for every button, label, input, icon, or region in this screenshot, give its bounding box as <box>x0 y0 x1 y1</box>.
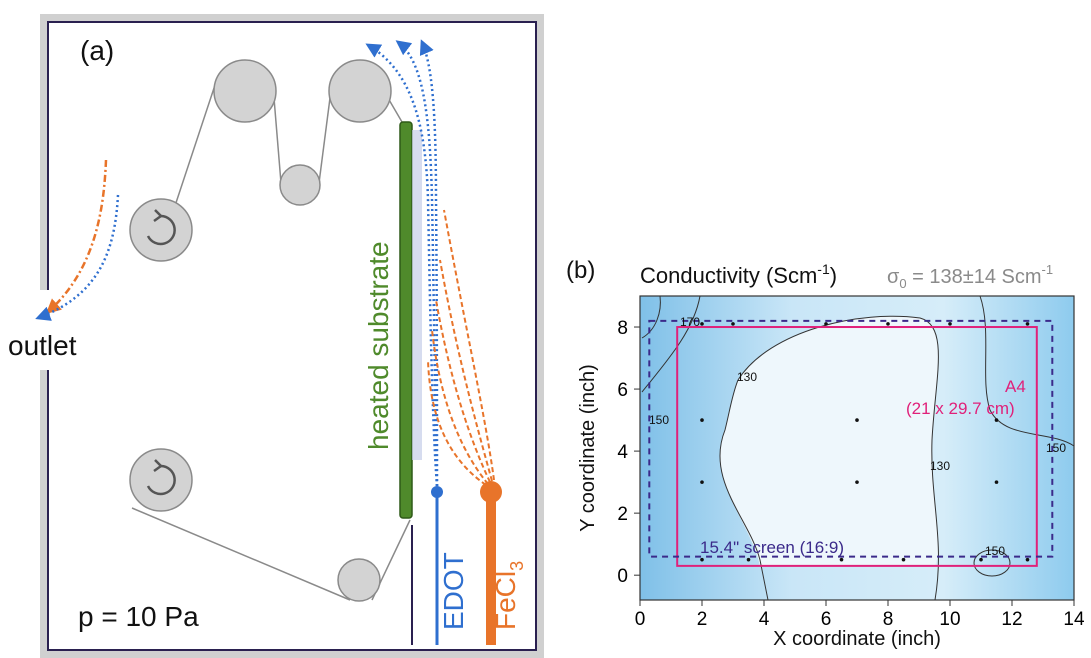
rotation-icons <box>146 209 176 496</box>
contour-line <box>737 315 939 601</box>
x-tick-label: 8 <box>883 609 894 630</box>
heated-substrate-bar <box>399 121 413 519</box>
contour-line <box>641 295 701 393</box>
measurement-point <box>1025 557 1030 562</box>
fecl3-flow <box>427 209 495 486</box>
contour-lines <box>641 295 1075 601</box>
contour-label: 150 <box>649 413 669 427</box>
deposition-zone <box>412 130 422 460</box>
y-axis: 0 2 4 6 8 <box>617 318 640 587</box>
a4-label: A4 <box>1005 377 1026 396</box>
outlet-label: outlet <box>8 330 77 361</box>
measurement-point <box>901 557 906 562</box>
y-tick-label: 4 <box>617 442 628 463</box>
edot-inlet-nozzle <box>431 486 443 498</box>
x-tick-label: 6 <box>821 609 832 630</box>
fecl3-inlet-nozzle <box>480 481 502 503</box>
pressure-label: p = 10 Pa <box>78 601 199 632</box>
measurement-point <box>1025 322 1030 326</box>
outlet-flow-fecl3 <box>45 159 108 315</box>
x-tick-label: 4 <box>759 609 770 630</box>
chamber-frame <box>40 14 544 658</box>
contour-line <box>979 295 1075 447</box>
roller-top-left <box>213 59 277 123</box>
panel-a: (a) outlet heated substrate p = 10 Pa ED… <box>8 14 544 658</box>
fecl3-label: FeCl3 <box>490 561 527 630</box>
outlet-flow-edot <box>35 194 120 321</box>
measurement-point <box>979 557 983 562</box>
chart-title: Conductivity (Scm-1) <box>640 261 837 288</box>
roller-middle <box>279 164 321 206</box>
contour-label: 130 <box>737 370 757 384</box>
x-tick-label: 10 <box>939 609 960 630</box>
measurement-point <box>700 557 704 562</box>
contour-line <box>641 295 661 339</box>
measurement-point <box>824 322 828 326</box>
measurement-point <box>855 418 859 422</box>
y-tick-label: 8 <box>617 318 628 339</box>
y-tick-label: 0 <box>617 566 628 587</box>
y-tick-label: 6 <box>617 380 628 401</box>
contour-region-130 <box>719 316 939 566</box>
contour-labels: 170 130 150 130 150 150 <box>649 315 1066 558</box>
measurement-point <box>839 557 844 562</box>
measurement-point <box>994 480 999 484</box>
contour-label: 170 <box>680 315 700 329</box>
roller-supply <box>129 198 193 262</box>
sigma-annotation: σ0 = 138±14 Scm-1 <box>887 262 1053 291</box>
measurement-point <box>700 322 704 326</box>
a4-rectangle <box>676 326 1038 567</box>
heated-substrate-label: heated substrate <box>363 241 394 450</box>
measurement-point <box>746 557 751 562</box>
y-tick-label: 2 <box>617 504 628 525</box>
panel-a-label: (a) <box>80 35 114 66</box>
roller-bottom <box>337 558 381 602</box>
x-tick-label: 0 <box>635 609 646 630</box>
screen-label: 15.4" screen (16:9) <box>700 538 844 557</box>
x-tick-label: 12 <box>1001 609 1022 630</box>
measurement-point <box>731 322 735 326</box>
x-tick-label: 14 <box>1063 609 1085 630</box>
contour-label: 130 <box>930 459 950 473</box>
rollers <box>129 59 392 602</box>
panel-b: (b) Conductivity (Scm-1) σ0 = 138±14 Scm… <box>566 257 1085 650</box>
x-axis: 0 2 4 6 8 10 12 14 <box>635 600 1085 630</box>
contour-line <box>719 379 769 601</box>
measurement-point <box>994 418 999 422</box>
measurement-point <box>855 480 859 484</box>
measurement-points <box>700 322 1030 562</box>
a4-size-label: (21 x 29.7 cm) <box>906 399 1015 418</box>
measurement-point <box>700 418 704 422</box>
edot-flow <box>365 39 439 487</box>
roller-takeup <box>129 448 193 512</box>
panel-b-label: (b) <box>566 257 595 284</box>
edot-label: EDOT <box>438 552 469 630</box>
contour-line <box>973 549 1011 577</box>
fecl3-inlet-tube <box>486 500 496 645</box>
contour-label: 150 <box>985 544 1005 558</box>
rotate-icon <box>146 464 176 496</box>
measurement-point <box>886 322 890 326</box>
screen-rectangle <box>648 319 1054 558</box>
contour-label: 150 <box>1046 441 1066 455</box>
measurement-point <box>700 480 704 484</box>
y-axis-label: Y coordinate (inch) <box>577 364 599 532</box>
x-tick-label: 2 <box>697 609 708 630</box>
roller-top-right <box>328 59 392 123</box>
x-axis-label: X coordinate (inch) <box>773 628 941 650</box>
rotate-icon <box>146 214 176 246</box>
measurement-point <box>948 322 952 326</box>
